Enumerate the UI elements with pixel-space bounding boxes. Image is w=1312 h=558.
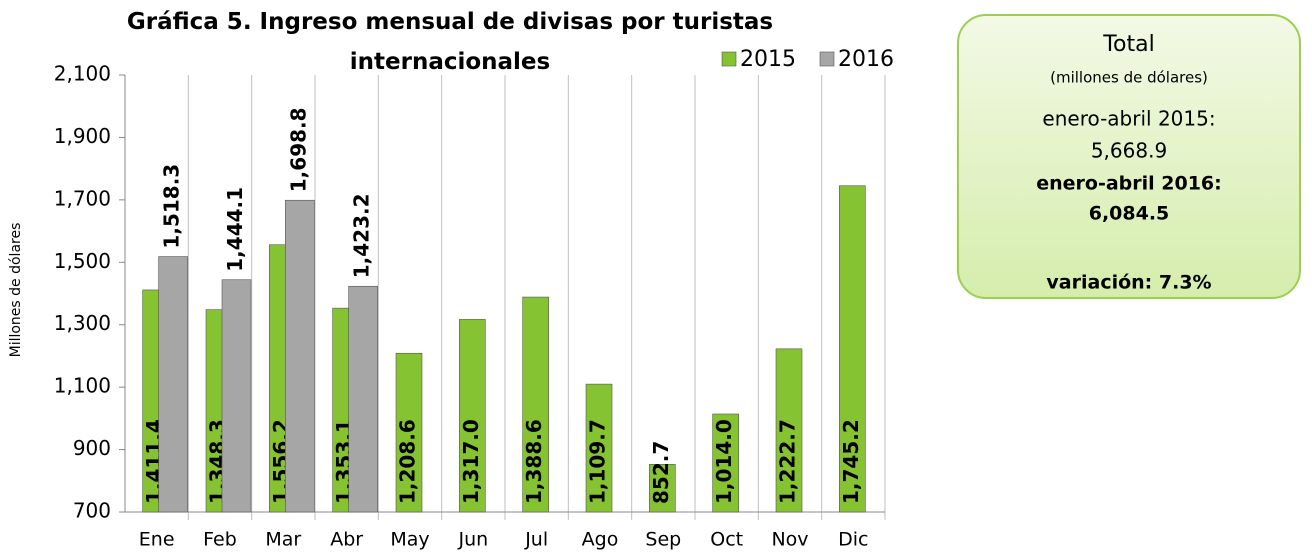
legend-label: 2015 <box>740 47 796 72</box>
x-tick-label: Mar <box>265 529 301 551</box>
x-tick-label: Jun <box>457 529 488 551</box>
y-tick-label: 2,100 <box>54 62 111 86</box>
y-tick-label: 1,900 <box>54 124 111 148</box>
summary-heading: Total <box>1102 32 1154 57</box>
legend-swatch <box>721 51 737 67</box>
y-tick-label: 1,300 <box>54 311 111 335</box>
value-label: 1,208.6 <box>396 419 420 504</box>
x-tick-label: Oct <box>710 529 743 551</box>
bar <box>522 296 549 513</box>
summary-period: enero-abril 2016: <box>1036 173 1222 195</box>
x-tick-label: Abr <box>330 529 363 551</box>
x-tick-label: Nov <box>771 529 808 551</box>
y-tick-label: 900 <box>73 436 111 460</box>
bar <box>775 348 803 513</box>
x-tick-label: May <box>390 529 429 551</box>
legend-label: 2016 <box>838 47 894 72</box>
x-tick-label: Ene <box>139 529 175 551</box>
value-label: 1,745.2 <box>839 419 863 504</box>
bar <box>712 413 739 513</box>
bar <box>221 279 252 513</box>
bar <box>649 464 676 513</box>
chart-title: Gráfica 5. Ingreso mensual de divisas po… <box>126 9 774 75</box>
y-tick-label: 1,700 <box>54 186 111 210</box>
value-label: 1,014.0 <box>712 419 736 504</box>
y-axis-label: Millones de dólares <box>8 223 24 358</box>
x-tick-label: Ago <box>582 529 619 551</box>
y-tick-label: 700 <box>73 499 111 523</box>
summary-change: variación: 7.3% <box>1046 272 1211 294</box>
summary-total: 6,084.5 <box>1089 203 1170 225</box>
x-tick-label: Sep <box>645 529 681 551</box>
value-label: 1,423.2 <box>350 193 374 278</box>
bar <box>459 319 486 513</box>
bar <box>348 285 378 513</box>
bar <box>585 383 613 513</box>
y-tick-label: 1,500 <box>54 249 111 273</box>
bar <box>158 256 188 513</box>
legend-swatch <box>819 51 835 67</box>
value-label: 1,698.8 <box>286 107 310 192</box>
value-label: 1,444.1 <box>223 187 247 272</box>
bar <box>285 199 315 513</box>
y-tick-label: 1,100 <box>54 374 111 398</box>
x-tick-label: Jul <box>524 529 548 551</box>
x-tick-label: Feb <box>203 529 237 551</box>
value-label: 1,222.7 <box>776 419 800 504</box>
summary-unit: (millones de dólares) <box>1050 69 1208 87</box>
summary-box <box>957 14 1301 299</box>
summary-total: 5,668.9 <box>1091 139 1167 163</box>
value-label: 1,388.6 <box>522 419 546 504</box>
value-label: 852.7 <box>649 441 673 504</box>
value-label: 1,518.3 <box>160 164 184 249</box>
bar <box>395 352 423 513</box>
x-tick-label: Dic <box>838 529 868 551</box>
value-label: 1,317.0 <box>459 419 483 504</box>
bar <box>839 185 866 513</box>
summary-period: enero-abril 2015: <box>1042 107 1215 131</box>
value-label: 1,109.7 <box>586 419 610 504</box>
